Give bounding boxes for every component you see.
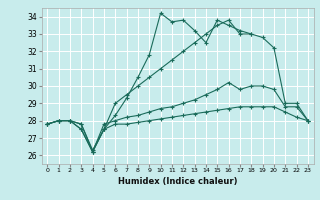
X-axis label: Humidex (Indice chaleur): Humidex (Indice chaleur) (118, 177, 237, 186)
